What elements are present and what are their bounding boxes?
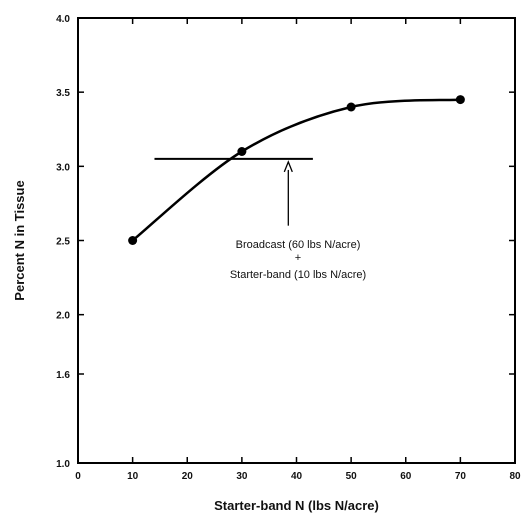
y-tick-label: 2.0 — [56, 311, 70, 322]
annotation-arrow — [283, 160, 293, 226]
x-axis-title: Starter-band N (lbs N/acre) — [214, 498, 379, 513]
y-tick-label: 4.0 — [56, 14, 70, 25]
x-tick-label: 10 — [127, 471, 139, 482]
annotation-line-2: + — [295, 252, 301, 264]
x-tick-label: 40 — [291, 471, 303, 482]
annotation-line-3: Starter-band (10 lbs N/acre) — [230, 269, 366, 281]
x-tick-label: 70 — [455, 471, 467, 482]
y-tick-label: 3.0 — [56, 162, 70, 173]
y-tick-label: 1.0 — [56, 459, 70, 470]
axis-ticks — [77, 17, 516, 464]
data-point — [455, 95, 465, 105]
arrow-head — [283, 160, 293, 173]
data-point — [346, 102, 356, 112]
annotation-line-1: Broadcast (60 lbs N/acre) — [236, 239, 361, 251]
x-tick-label: 60 — [400, 471, 412, 482]
y-tick-label: 1.6 — [56, 370, 70, 381]
fitted-curve — [131, 98, 461, 242]
data-point — [128, 236, 138, 245]
x-tick-label: 50 — [346, 471, 358, 482]
y-tick-label: 3.5 — [56, 88, 70, 99]
x-tick-label: 30 — [236, 471, 248, 482]
x-tick-label: 0 — [75, 471, 81, 482]
data-points — [128, 95, 465, 245]
x-tick-label: 80 — [509, 471, 521, 482]
y-tick-label: 2.5 — [56, 237, 70, 248]
x-tick-label: 20 — [182, 471, 194, 482]
tick-labels: 0 10 20 30 40 50 60 70 80 1.0 1.6 2.0 2.5 3.0 3.5 4.0 — [56, 14, 521, 482]
y-axis-title: Percent N in Tissue — [12, 180, 27, 300]
data-point — [237, 147, 247, 156]
